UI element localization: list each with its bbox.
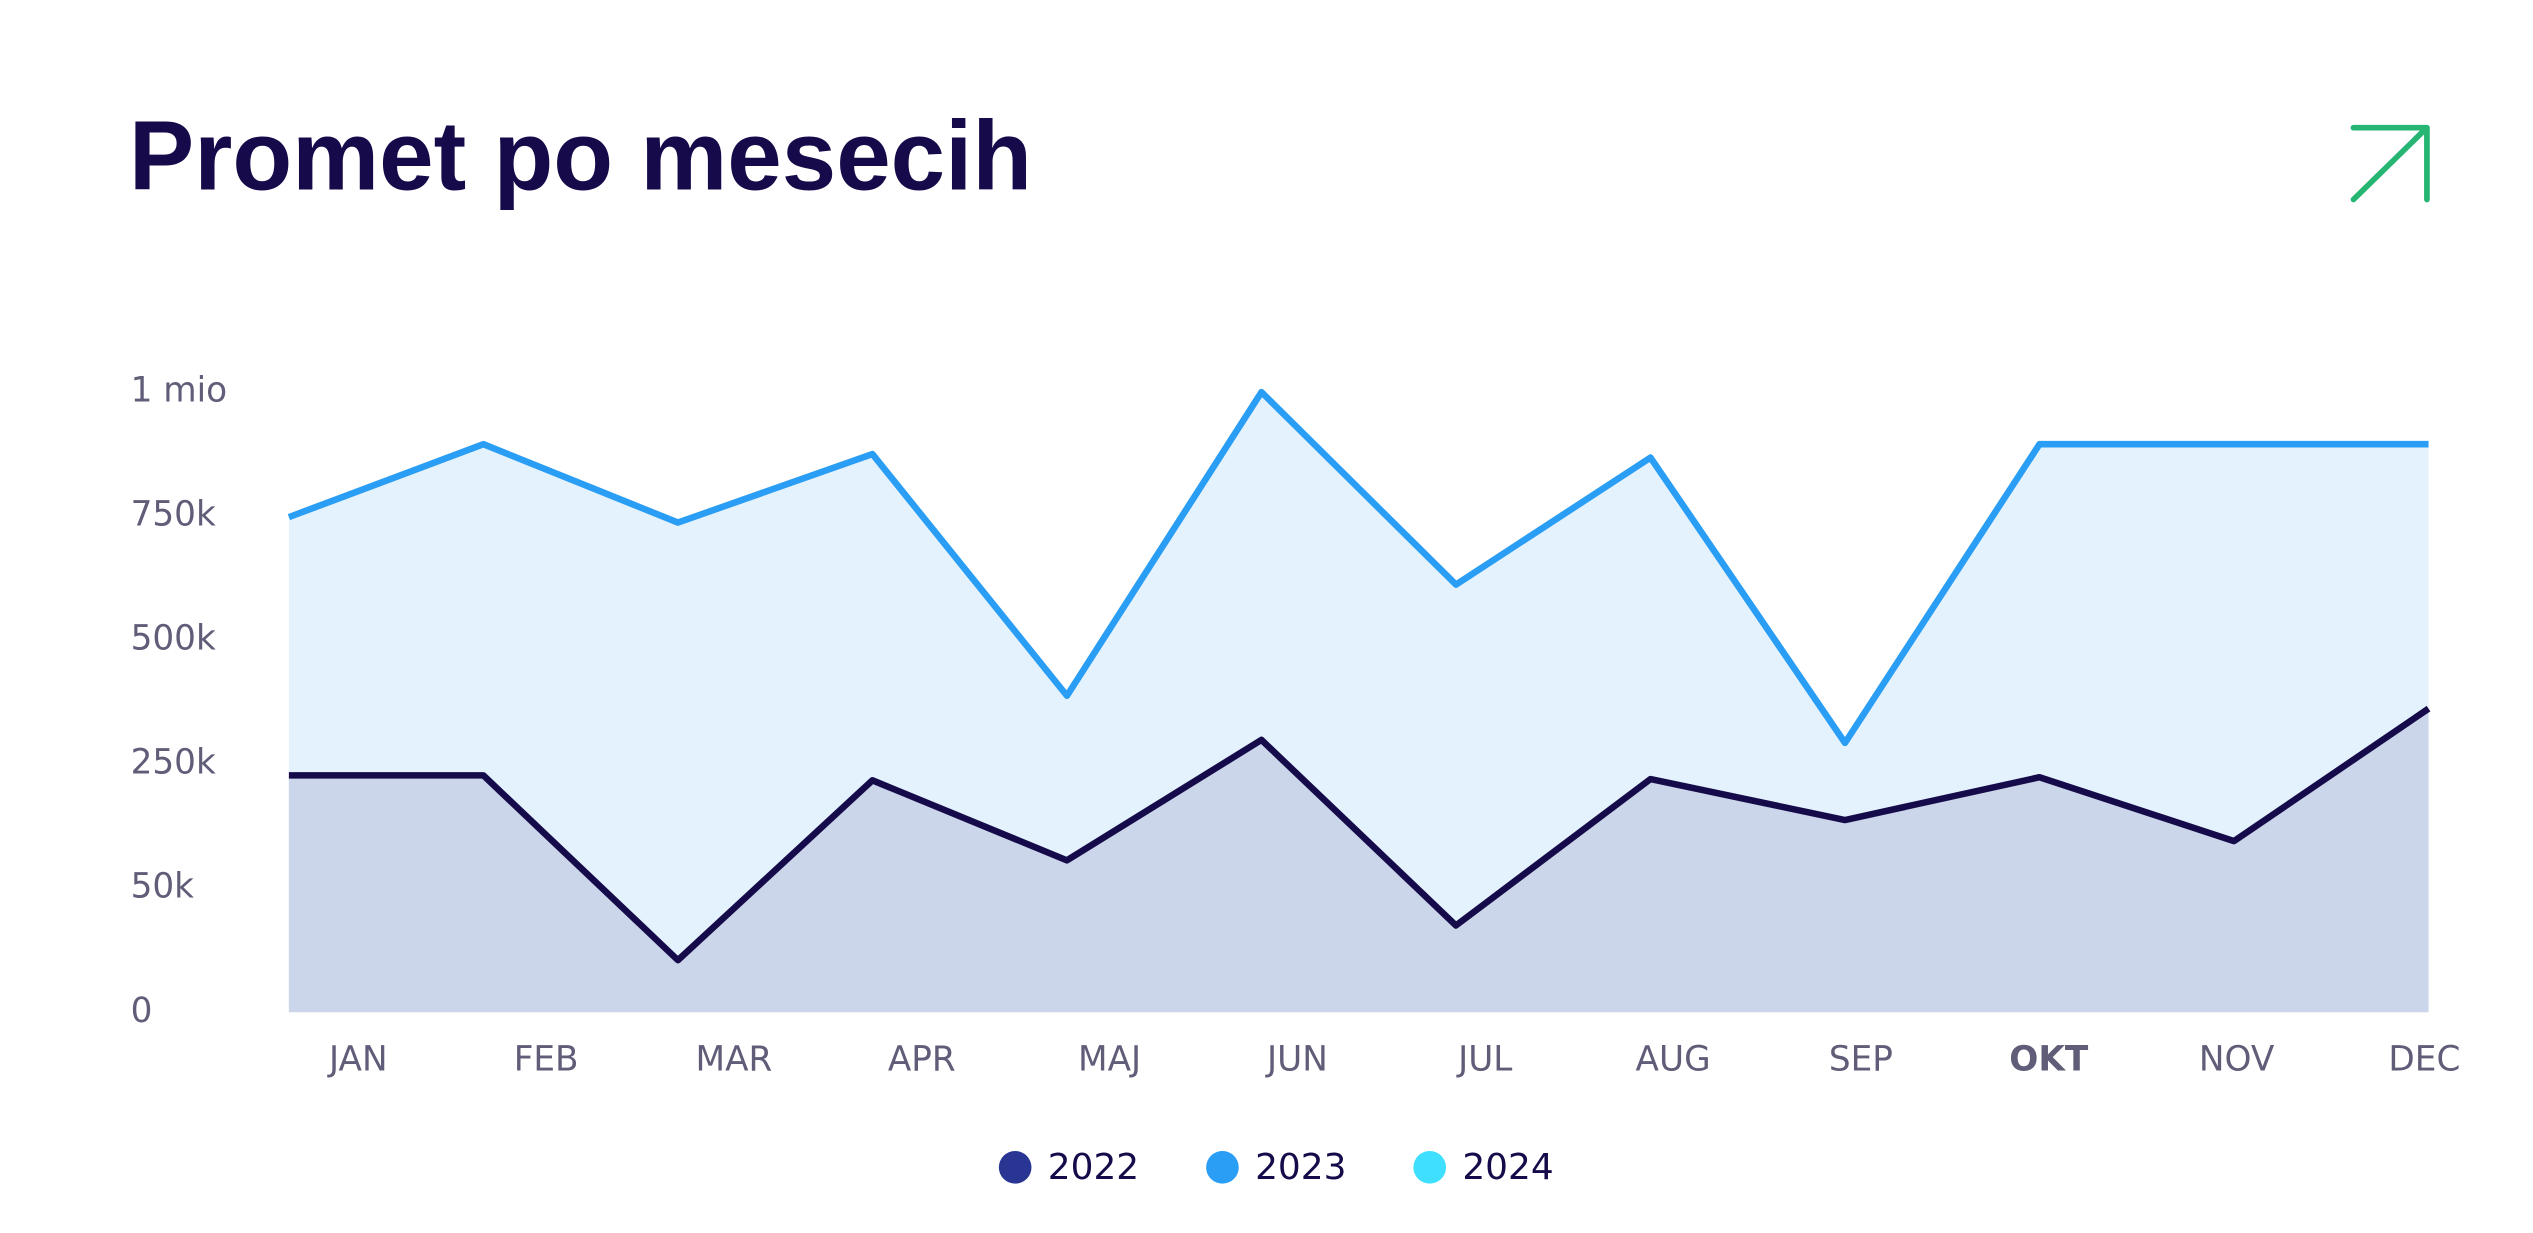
x-tick-label: JAN [327,1040,388,1080]
x-tick-label: AUG [1636,1040,1711,1080]
y-tick-label: 50k [131,867,195,907]
chart-title: Promet po mesecih [129,100,1032,210]
y-tick-label: 750k [131,495,216,535]
legend-swatch [1206,1151,1239,1184]
area [288,708,2429,1013]
legend-swatch [998,1151,1032,1184]
x-tick-label: APR [888,1040,956,1080]
x-tick-label: JUL [1456,1040,1512,1080]
x-tick-label: MAJ [1078,1040,1141,1080]
legend-label: 2023 [1255,1147,1346,1188]
arrow[interactable] [2350,124,2430,203]
x-tick-label: SEP [1829,1040,1893,1080]
line [288,705,2431,964]
legend-swatch [1413,1151,1447,1184]
x-tick-label: DEC [2388,1040,2460,1080]
line [287,388,2429,747]
x-tick-label: JUN [1265,1040,1328,1080]
x-tick-label: FEB [514,1040,579,1080]
y-tick-label: 1 mio [131,371,228,411]
x-tick-label: MAR [696,1040,773,1080]
y-tick-label: 250k [131,743,216,783]
y-tick-label: 500k [131,619,216,659]
plot [287,388,2431,1013]
legend-label: 2022 [1048,1147,1139,1188]
legend-label: 2024 [1462,1147,1553,1188]
expand-icon[interactable] [2350,124,2430,203]
x-tick-label: NOV [2199,1040,2275,1080]
x-tick-label: OKT [2009,1040,2089,1080]
y-tick-label: 0 [131,991,153,1031]
